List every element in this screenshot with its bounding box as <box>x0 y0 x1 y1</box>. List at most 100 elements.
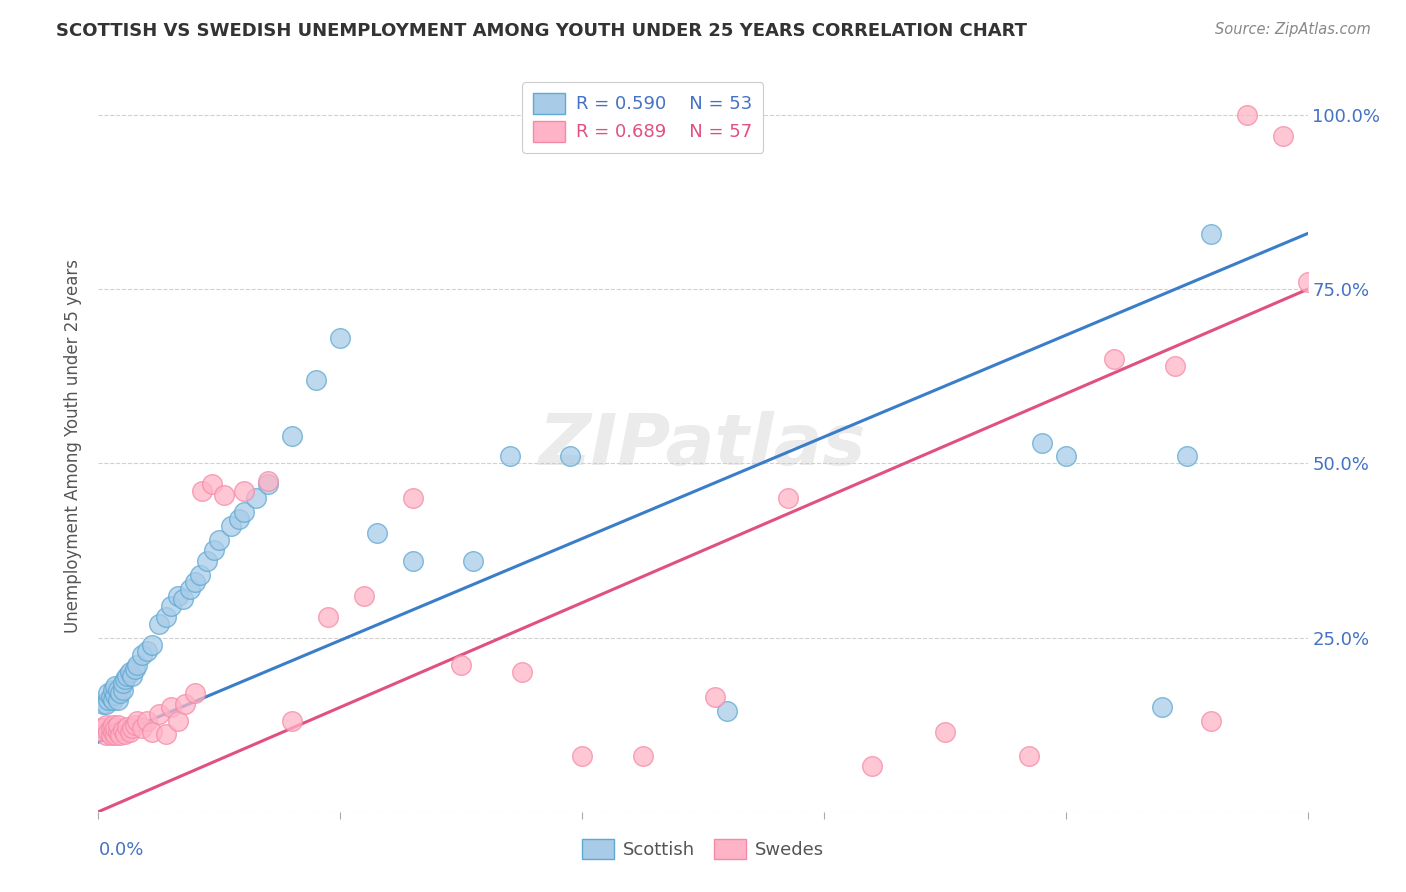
Point <box>167 589 190 603</box>
Point <box>353 589 375 603</box>
Point <box>107 724 129 739</box>
Point <box>111 676 134 690</box>
Point <box>101 717 124 731</box>
Point <box>100 690 122 704</box>
Point <box>1369 707 1392 722</box>
Point <box>104 728 127 742</box>
Point <box>366 526 388 541</box>
Point <box>107 682 129 697</box>
Point <box>111 723 134 737</box>
Point <box>91 697 114 711</box>
Point <box>124 717 146 731</box>
Point <box>1344 714 1367 728</box>
Point <box>108 728 131 742</box>
Point <box>463 554 485 568</box>
Point <box>716 704 738 718</box>
Point <box>117 669 139 683</box>
Point <box>108 686 131 700</box>
Point <box>232 484 254 499</box>
Point <box>316 609 339 624</box>
Text: Source: ZipAtlas.com: Source: ZipAtlas.com <box>1215 22 1371 37</box>
Point <box>1175 450 1198 464</box>
Point <box>107 693 129 707</box>
Point <box>1272 128 1295 143</box>
Point <box>1102 351 1125 366</box>
Point <box>155 727 177 741</box>
Point <box>160 700 183 714</box>
Point <box>131 721 153 735</box>
Point <box>305 373 328 387</box>
Point <box>1236 108 1258 122</box>
Point <box>101 724 124 739</box>
Point <box>188 567 211 582</box>
Point <box>184 574 207 589</box>
Point <box>100 721 122 735</box>
Text: 0.0%: 0.0% <box>98 841 143 859</box>
Point <box>97 724 120 739</box>
Point <box>228 512 250 526</box>
Point <box>184 686 207 700</box>
Point <box>195 554 218 568</box>
Point <box>94 728 117 742</box>
Point <box>201 477 224 491</box>
Point <box>1152 700 1174 714</box>
Point <box>179 582 201 596</box>
Point <box>1054 450 1077 464</box>
Point <box>174 697 197 711</box>
Point <box>1031 435 1053 450</box>
Point <box>281 428 304 442</box>
Point <box>1018 749 1040 764</box>
Point <box>90 721 112 735</box>
Point <box>135 714 157 728</box>
Point <box>141 724 163 739</box>
Point <box>221 519 243 533</box>
Point <box>191 484 214 499</box>
Point <box>1199 714 1222 728</box>
Point <box>135 644 157 658</box>
Point <box>94 717 117 731</box>
Point <box>510 665 533 680</box>
Point <box>402 491 425 506</box>
Point <box>101 682 124 697</box>
Point <box>704 690 727 704</box>
Point <box>160 599 183 614</box>
Point <box>148 616 170 631</box>
Point <box>172 592 194 607</box>
Point <box>256 474 278 488</box>
Point <box>1199 227 1222 241</box>
Point <box>107 717 129 731</box>
Point <box>101 693 124 707</box>
Point <box>450 658 472 673</box>
Point <box>232 505 254 519</box>
Point <box>631 749 654 764</box>
Point <box>281 714 304 728</box>
Point <box>118 665 141 680</box>
Point <box>124 662 146 676</box>
Point <box>114 727 136 741</box>
Point <box>127 714 149 728</box>
Point <box>245 491 267 506</box>
Point <box>97 693 120 707</box>
Point <box>121 721 143 735</box>
Point <box>1320 108 1343 122</box>
Point <box>155 609 177 624</box>
Point <box>402 554 425 568</box>
Point <box>97 686 120 700</box>
Point <box>91 721 114 735</box>
Point <box>111 682 134 697</box>
Point <box>114 673 136 687</box>
Point <box>1296 275 1319 289</box>
Text: ZIPatlas: ZIPatlas <box>540 411 866 481</box>
Point <box>208 533 231 547</box>
Point <box>776 491 799 506</box>
Point <box>558 450 581 464</box>
Point <box>104 679 127 693</box>
Point <box>1163 359 1185 373</box>
Point <box>104 688 127 702</box>
Point <box>117 720 139 734</box>
Point <box>104 721 127 735</box>
Point <box>934 724 956 739</box>
Point <box>100 728 122 742</box>
Point <box>127 658 149 673</box>
Point <box>148 707 170 722</box>
